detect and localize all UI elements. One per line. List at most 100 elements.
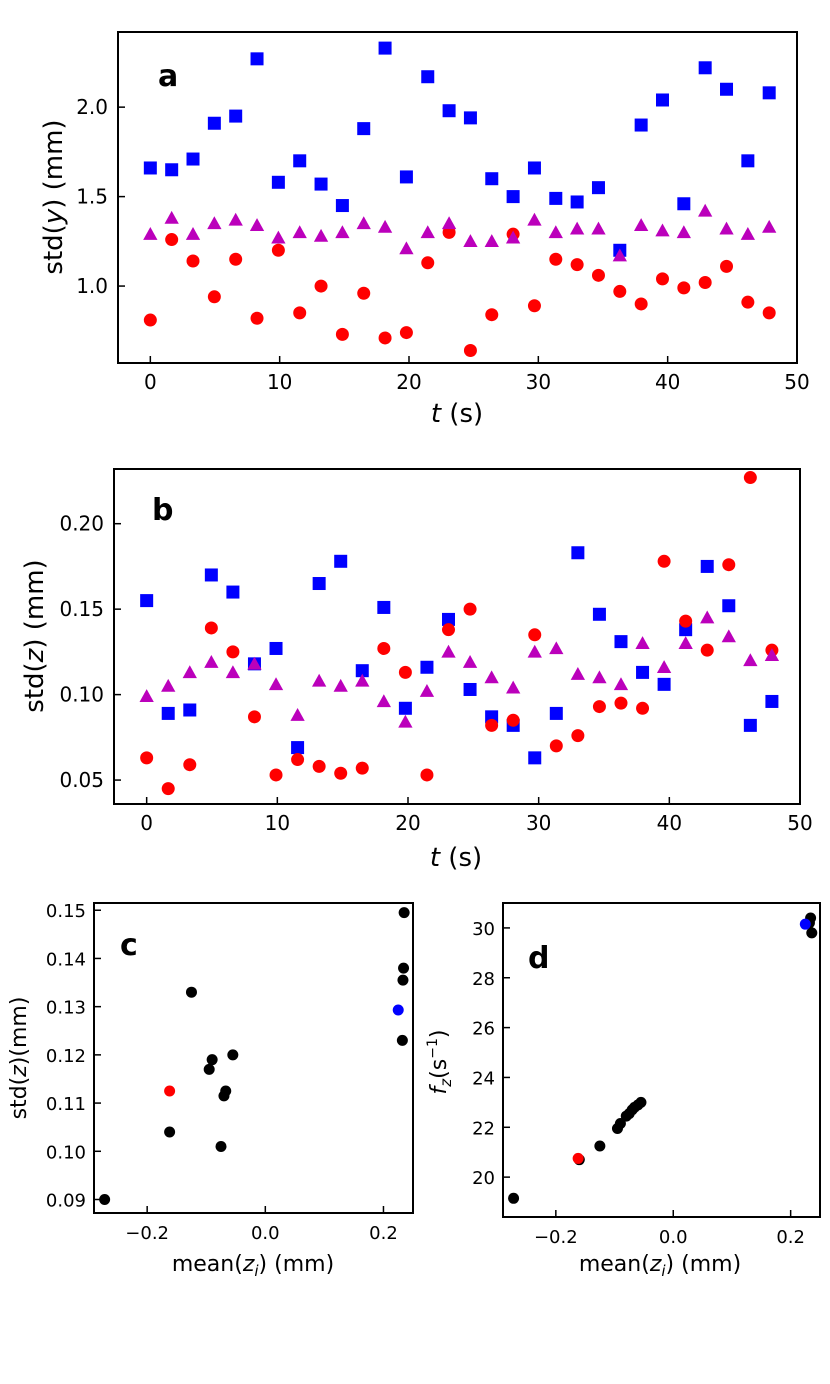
panel-a-x-tick-label: 0	[144, 370, 157, 394]
panel-b-circles-marker	[291, 753, 305, 767]
panel-b-circles-marker	[377, 641, 391, 655]
panel-a-triangles-marker	[143, 227, 158, 240]
panel-a-squares-marker	[463, 111, 477, 125]
panel-d-points-marker	[594, 1140, 606, 1152]
panel-a-circles-marker	[421, 256, 435, 270]
panel-b-circles-marker	[549, 739, 563, 753]
panel-b-triangles-marker	[484, 670, 499, 684]
panel-c-y-tick-label: 0.09	[46, 1191, 86, 1212]
panel-a-triangles-marker	[420, 225, 435, 239]
panel-b-squares-marker	[269, 641, 283, 655]
panel-d-points-marker	[635, 1096, 647, 1108]
panel-a-triangles-marker	[740, 227, 756, 240]
panel-c-y-tick-label: 0.11	[46, 1094, 86, 1115]
panel-b-triangles-marker	[139, 689, 154, 703]
panel-a-triangles-marker	[399, 241, 414, 255]
panel-b-triangles-marker	[182, 665, 197, 679]
panel-b-triangles-marker	[721, 629, 736, 643]
panel-a-circles-marker	[698, 275, 712, 289]
panel-b-circles-marker	[355, 761, 369, 775]
panel-b-squares-marker	[398, 701, 412, 715]
panel-a-circles-marker	[741, 295, 755, 309]
panel-a-triangles-marker	[484, 234, 499, 248]
panel-a-y-tick-label: 2.0	[76, 95, 108, 119]
panel-b-squares-marker	[528, 751, 542, 765]
panel-c-x-tick-label: 0.2	[369, 1223, 398, 1244]
panel-d-points-marker	[806, 927, 818, 939]
panel-a: 0 10 20 30 40 50 1.0 1.5 2.0 a t (s) std(y) (mm…	[39, 31, 810, 429]
panel-d-y-ticks: 20 22 24 26 28 30	[472, 919, 510, 1189]
panel-a-squares-marker	[229, 109, 243, 123]
panel-b-squares-marker	[636, 665, 650, 679]
panel-b-x-tick-label: 10	[265, 811, 290, 835]
panel-c-y-tick-label: 0.12	[46, 1046, 86, 1067]
panel-b-squares-marker	[377, 600, 391, 614]
panel-a-circles-marker	[271, 243, 285, 257]
panel-a-squares-marker	[207, 116, 221, 130]
panel-d-points-marker	[614, 1118, 626, 1130]
panel-a-circles-marker	[143, 313, 157, 327]
panel-b-y-tick-label: 0.10	[59, 683, 104, 707]
panel-b-label: b	[152, 493, 173, 528]
panel-d-y-tick-label: 30	[472, 919, 495, 940]
panel-c-red-point-marker	[164, 1085, 176, 1097]
panel-a-x-ticks: 0 10 20 30 40 50	[144, 356, 810, 394]
panel-a-triangles-marker	[505, 230, 521, 244]
panel-a-markers	[143, 41, 777, 357]
panel-a-y-axis-title: std(y) (mm)	[39, 119, 69, 274]
panel-a-squares-marker	[442, 104, 456, 118]
panel-b-circles-marker	[506, 713, 520, 727]
panel-a-squares-marker	[399, 170, 413, 184]
panel-a-squares-marker	[741, 154, 755, 168]
panel-a-y-tick-label: 1.5	[76, 185, 108, 209]
panel-a-triangles-marker	[292, 225, 307, 239]
panel-a-triangles-marker	[228, 212, 243, 226]
panel-a-triangles-marker	[164, 210, 179, 224]
panel-b-triangles-marker	[570, 666, 586, 680]
panel-a-circles-marker	[378, 331, 392, 345]
panel-d-red-point-marker	[572, 1152, 584, 1164]
panel-b-triangles-marker	[527, 644, 542, 658]
panel-c-y-tick-label: 0.15	[46, 901, 86, 922]
panel-b-y-ticks: 0.05 0.10 0.15 0.20	[59, 512, 121, 792]
panel-c-points-marker	[227, 1049, 239, 1061]
panel-a-y-tick-label: 1.0	[76, 274, 108, 298]
panel-b-squares-marker	[571, 546, 585, 560]
panel-b-squares-marker	[334, 554, 348, 568]
panel-d-x-tick-label: −0.2	[534, 1227, 578, 1248]
panel-b-squares-marker	[183, 703, 197, 717]
panel-b-triangles-marker	[700, 610, 715, 624]
panel-b-squares-marker	[463, 682, 477, 696]
panel-a-circles-marker	[591, 268, 605, 282]
panel-a-circles-marker	[720, 259, 734, 273]
panel-c-points-marker	[220, 1085, 232, 1097]
panel-c-y-axis-title: std(z)(mm)	[7, 997, 32, 1120]
panel-a-circles-marker	[762, 306, 776, 320]
panel-a-squares-marker	[677, 197, 691, 211]
panel-a-triangles-marker	[527, 212, 542, 226]
panel-a-triangles-marker	[634, 218, 649, 231]
panel-c-frame	[93, 902, 414, 1214]
panel-b-y-tick-label: 0.15	[59, 597, 104, 621]
panel-b-circles-marker	[592, 700, 606, 714]
panel-b-circles-marker	[334, 766, 348, 780]
panel-b-circles-marker	[657, 554, 671, 568]
panel-a-circles-marker	[165, 233, 179, 247]
panel-a-circles-marker	[335, 327, 349, 341]
panel-c-points-marker	[164, 1126, 176, 1138]
panel-b-triangles-marker	[290, 707, 305, 721]
panel-a-triangles-marker	[207, 216, 222, 230]
panel-d-frame	[502, 902, 821, 1218]
panel-a-circles-marker	[570, 258, 584, 272]
panel-c-x-tick-label: 0.0	[251, 1223, 280, 1244]
panel-b-frame	[113, 468, 801, 805]
panel-b-circles-marker	[528, 628, 542, 642]
panel-d-y-tick-label: 22	[472, 1118, 495, 1139]
panel-d-y-tick-label: 24	[472, 1068, 495, 1089]
panel-a-squares-marker	[485, 172, 499, 186]
panel-a-triangles-marker	[249, 218, 265, 231]
panel-c-points-marker	[396, 1034, 408, 1046]
panel-a-circles-marker	[186, 254, 200, 268]
panel-d-label: d	[528, 941, 549, 976]
panel-b-circles-marker	[571, 729, 585, 743]
